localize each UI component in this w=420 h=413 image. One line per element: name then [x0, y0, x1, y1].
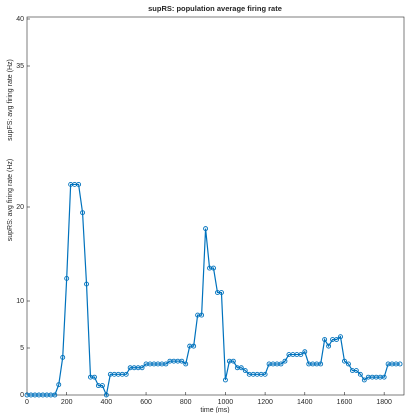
- data-point: [179, 358, 185, 364]
- data-point: [84, 281, 89, 287]
- data-point: [338, 334, 343, 340]
- data-point: [123, 371, 129, 377]
- data-point: [262, 371, 268, 377]
- x-tick-label: 1600: [337, 399, 353, 406]
- x-tick-label: 1000: [218, 399, 234, 406]
- data-point: [326, 343, 332, 349]
- data-point: [191, 343, 197, 349]
- y-tick-label: 35: [16, 63, 24, 70]
- y-tick-label: 0: [20, 392, 24, 399]
- data-point: [52, 392, 58, 398]
- chart-title: supRS: population average firing rate: [148, 4, 282, 13]
- data-point: [278, 361, 284, 367]
- data-point: [60, 354, 66, 360]
- data-point: [99, 383, 105, 389]
- data-point: [353, 368, 359, 374]
- x-tick-label: 400: [101, 399, 113, 406]
- data-point: [361, 377, 367, 383]
- x-tick-label: 1400: [297, 399, 313, 406]
- data-point: [56, 382, 62, 388]
- x-tick-label: 1800: [376, 399, 392, 406]
- x-axis-label: time (ms): [200, 407, 229, 413]
- data-point: [103, 392, 109, 398]
- data-point: [199, 312, 205, 318]
- series-line: [27, 183, 401, 398]
- data-point: [163, 361, 169, 367]
- data-point: [80, 210, 86, 216]
- data-point: [211, 265, 216, 271]
- data-point: [334, 337, 339, 342]
- data-point: [238, 365, 244, 371]
- y-tick-label: 10: [16, 298, 24, 305]
- data-point: [183, 361, 189, 367]
- data-point: [381, 374, 387, 380]
- data-point: [76, 181, 82, 187]
- y-tick-label: 20: [16, 204, 24, 211]
- data-point: [345, 361, 351, 367]
- data-point: [342, 358, 347, 364]
- data-point: [230, 358, 236, 364]
- y-tick-label: 5: [20, 345, 24, 352]
- data-point: [397, 361, 403, 367]
- x-tick-label: 600: [140, 399, 152, 406]
- y-axis-label-2: supFS: avg firing rate (Hz): [7, 59, 14, 141]
- data-point: [219, 290, 224, 295]
- data-point: [357, 371, 363, 377]
- data-point: [302, 349, 308, 355]
- data-point: [139, 365, 145, 371]
- data-point: [222, 377, 228, 383]
- data-point: [282, 358, 288, 364]
- x-tick-label: 1200: [257, 399, 273, 406]
- data-point: [92, 374, 97, 380]
- data-point: [203, 226, 209, 232]
- y-tick-label: 40: [16, 16, 24, 23]
- x-tick-label: 0: [25, 399, 29, 406]
- data-point: [298, 352, 304, 358]
- axes-box: [26, 16, 405, 396]
- data-point: [322, 337, 328, 342]
- data-point: [318, 361, 324, 367]
- x-tick-label: 800: [180, 399, 192, 406]
- data-point: [64, 275, 70, 281]
- x-tick-label: 200: [61, 399, 73, 406]
- data-point: [242, 368, 248, 374]
- y-axis-label: supRS: avg firing rate (Hz): [7, 159, 14, 241]
